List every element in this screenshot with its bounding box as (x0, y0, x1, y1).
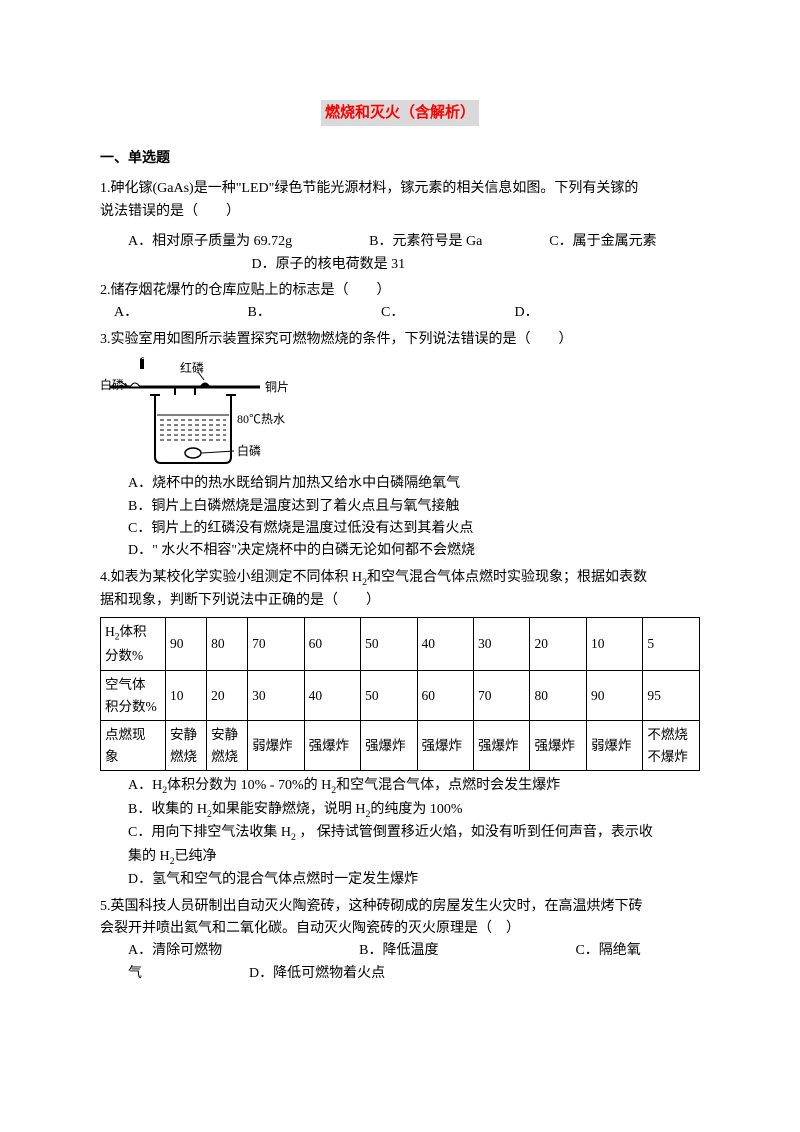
q5-options: A．清除可燃物 B．降低温度 C．隔绝氧 气 D．降低可燃物着火点 (128, 940, 700, 985)
q4-table: H2体积 分数% 90 80 70 60 50 40 30 20 10 5 空气… (100, 617, 700, 772)
q2-optD: D． (515, 305, 539, 320)
q1-optD: D．原子的核电荷数是 31 (252, 257, 406, 272)
q4-options: A．H2体积分数为 10% - 70%的 H2和空气混合气体，点燃时会发生爆炸 … (128, 775, 700, 891)
q1-text-line1: 1.砷化镓(GaAs)是一种"LED"绿色节能光源材料，镓元素的相关信息如图。下… (100, 178, 700, 200)
q3-optC: C．铜片上的红磷没有燃烧是温度过低没有达到其着火点 (128, 518, 700, 540)
label-red-p: 红磷 (180, 360, 204, 375)
q5-optA: A．清除可燃物 (128, 943, 222, 958)
q2-optC: C． (381, 305, 404, 320)
q2-optA: A． (114, 305, 138, 320)
q5-optB: B．降低温度 (359, 943, 438, 958)
q4-text-line2: 据和现象，判断下列说法中正确的是（ ） (100, 590, 700, 612)
q4-optB: B．收集的 H2如果能安静燃烧，说明 H2的纯度为 100% (128, 799, 700, 822)
label-hot-water: 80℃热水 (237, 412, 285, 426)
title-wrap: 燃烧和灭火（含解析） (100, 100, 700, 126)
q4-optC-cont: 集的 H2已纯净 (128, 846, 700, 869)
q3-options: A．烧杯中的热水既给铜片加热又给水中白磷隔绝氧气 B．铜片上白磷燃烧是温度达到了… (128, 473, 700, 563)
q1-optB: B．元素符号是 Ga (369, 234, 482, 249)
q3-text: 3.实验室用如图所示装置探究可燃物燃烧的条件，下列说法错误的是（ ） (100, 329, 700, 351)
q4-optC: C．用向下排空气法收集 H2 ， 保持试管倒置移近火焰，如没有听到任何声音，表示… (128, 822, 700, 845)
question-5: 5.英国科技人员研制出自动灭火陶瓷砖，这种砖砌成的房屋发生火灾时，在高温烘烤下砖… (100, 896, 700, 986)
q3-optD: D．" 水火不相容"决定烧杯中的白磷无论如何都不会燃烧 (128, 540, 700, 562)
question-3: 3.实验室用如图所示装置探究可燃物燃烧的条件，下列说法错误的是（ ） 白磷 (100, 329, 700, 563)
q1-options: A．相对原子质量为 69.72g B．元素符号是 Ga C．属于金属元素 D．原… (128, 231, 700, 276)
q5-optD: D．降低可燃物着火点 (249, 966, 385, 981)
q3-optA: A．烧杯中的热水既给铜片加热又给水中白磷隔绝氧气 (128, 473, 700, 495)
question-2: 2.储存烟花爆竹的仓库应贴上的标志是（ ） A． B． C． D． (100, 280, 700, 325)
question-4: 4.如表为某校化学实验小组测定不同体积 H2和空气混合气体点燃时实验现象；根据如… (100, 567, 700, 892)
q2-optB: B． (248, 305, 271, 320)
q3-diagram: 白磷 红磷 铜片 (100, 357, 700, 467)
q4-optD: D．氢气和空气的混合气体点燃时一定发生爆炸 (128, 869, 700, 891)
q1-optA: A．相对原子质量为 69.72g (128, 234, 292, 249)
q1-text-line2: 说法错误的是（ ） (100, 201, 700, 223)
q2-text: 2.储存烟花爆竹的仓库应贴上的标志是（ ） (100, 280, 700, 302)
label-copper: 铜片 (265, 379, 289, 394)
label-white-p-bottom: 白磷 (237, 443, 261, 458)
q5-optC: C．隔绝氧 (575, 943, 640, 958)
page-title: 燃烧和灭火（含解析） (321, 100, 479, 126)
table-row: H2体积 分数% 90 80 70 60 50 40 30 20 10 5 (101, 617, 700, 670)
page: 燃烧和灭火（含解析） 一、单选题 1.砷化镓(GaAs)是一种"LED"绿色节能… (0, 0, 800, 1132)
q5-text-line2: 会裂开并喷出氦气和二氧化碳。自动灭火陶瓷砖的灭火原理是（ ） (100, 918, 700, 940)
question-1: 1.砷化镓(GaAs)是一种"LED"绿色节能光源材料，镓元素的相关信息如图。下… (100, 178, 700, 276)
q1-optC: C．属于金属元素 (549, 234, 656, 249)
label-white-p-top: 白磷 (100, 377, 124, 392)
table-row: 点燃现 象 安静燃烧 安静燃烧 弱爆炸 强爆炸 强爆炸 强爆炸 强爆炸 强爆炸 … (101, 721, 700, 771)
section-heading: 一、单选题 (100, 148, 700, 170)
table-row: 空气体 积分数% 10 20 30 40 50 60 70 80 90 95 (101, 670, 700, 720)
q2-options: A． B． C． D． (114, 302, 700, 324)
q3-optB: B．铜片上白磷燃烧是温度达到了着火点且与氧气接触 (128, 496, 700, 518)
q4-optA: A．H2体积分数为 10% - 70%的 H2和空气混合气体，点燃时会发生爆炸 (128, 775, 700, 798)
q5-text-line1: 5.英国科技人员研制出自动灭火陶瓷砖，这种砖砌成的房屋发生火灾时，在高温烘烤下砖 (100, 896, 700, 918)
q4-text: 4.如表为某校化学实验小组测定不同体积 H2和空气混合气体点燃时实验现象；根据如… (100, 567, 700, 590)
q5-optC2: 气 (128, 966, 142, 981)
